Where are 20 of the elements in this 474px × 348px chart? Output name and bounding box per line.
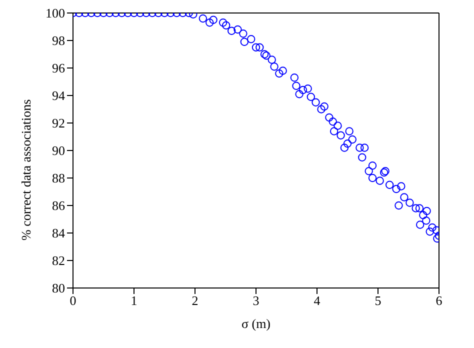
y-tick-label: 82 [52, 253, 65, 268]
x-tick-label: 3 [252, 293, 260, 308]
y-tick-label: 80 [52, 280, 65, 296]
x-tick-label: 6 [436, 293, 443, 308]
y-tick-label: 90 [52, 143, 65, 158]
y-tick-label: 100 [46, 6, 65, 21]
y-tick-label: 92 [52, 116, 65, 131]
y-tick-label: 98 [52, 33, 65, 48]
x-tick-label: 5 [374, 293, 382, 308]
y-tick-label: 94 [52, 88, 66, 104]
x-tick-label: 0 [70, 293, 76, 308]
x-tick-label: 1 [130, 293, 138, 308]
x-tick-label: 2 [192, 293, 198, 308]
x-axis-title: σ (m) [241, 316, 271, 331]
y-tick-label: 96 [52, 60, 66, 76]
y-axis-title: % correct data associations [18, 99, 34, 240]
y-tick-label: 86 [52, 198, 66, 214]
x-tick-label: 4 [314, 293, 321, 308]
y-tick-label: 84 [52, 226, 66, 241]
y-tick-label: 88 [52, 170, 65, 186]
